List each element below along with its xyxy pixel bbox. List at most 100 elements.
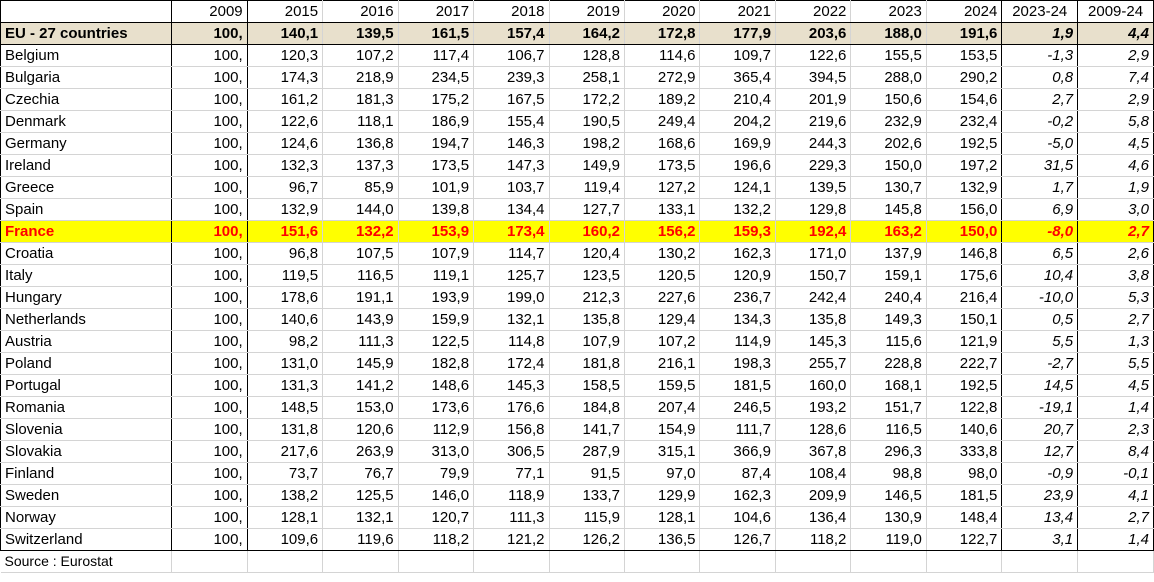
- value-cell[interactable]: 263,9: [322, 440, 399, 463]
- value-cell[interactable]: 150,6: [850, 88, 927, 111]
- change-cell-2009-24[interactable]: 2,9: [1077, 44, 1154, 67]
- country-cell[interactable]: France: [0, 220, 173, 243]
- empty-cell[interactable]: [549, 550, 626, 573]
- value-cell[interactable]: 135,8: [775, 308, 852, 331]
- change-cell-2023-24[interactable]: 31,5: [1001, 154, 1079, 177]
- value-cell[interactable]: 239,3: [473, 66, 550, 89]
- value-cell[interactable]: 140,6: [926, 418, 1003, 441]
- change-cell-2009-24[interactable]: 1,9: [1077, 176, 1154, 199]
- change-cell-2023-24[interactable]: 6,5: [1001, 242, 1079, 265]
- value-cell[interactable]: 118,9: [473, 484, 550, 507]
- value-cell[interactable]: 154,6: [926, 88, 1003, 111]
- change-cell-2023-24[interactable]: 13,4: [1001, 506, 1079, 529]
- value-cell[interactable]: 106,7: [473, 44, 550, 67]
- country-cell[interactable]: Portugal: [0, 374, 173, 397]
- value-cell[interactable]: 79,9: [398, 462, 475, 485]
- value-cell[interactable]: 160,0: [775, 374, 852, 397]
- empty-cell[interactable]: [926, 550, 1003, 573]
- value-cell[interactable]: 98,2: [247, 330, 324, 353]
- empty-cell[interactable]: [775, 550, 852, 573]
- change-cell-2009-24[interactable]: 4,6: [1077, 154, 1154, 177]
- change-cell-2023-24[interactable]: 0,5: [1001, 308, 1079, 331]
- value-cell[interactable]: 116,5: [322, 264, 399, 287]
- value-cell[interactable]: 162,3: [699, 484, 776, 507]
- value-cell[interactable]: 132,2: [322, 220, 399, 243]
- source-note[interactable]: Source : Eurostat: [0, 550, 173, 573]
- value-cell[interactable]: 130,7: [850, 176, 927, 199]
- value-cell[interactable]: 127,2: [624, 176, 701, 199]
- country-cell[interactable]: Germany: [0, 132, 173, 155]
- value-cell[interactable]: 140,1: [247, 22, 324, 45]
- value-cell[interactable]: 135,8: [549, 308, 626, 331]
- header-cell-year[interactable]: 2024: [926, 0, 1003, 23]
- value-cell[interactable]: 171,0: [775, 242, 852, 265]
- header-cell-year[interactable]: 2019: [549, 0, 626, 23]
- value-cell[interactable]: 191,6: [926, 22, 1003, 45]
- value-cell[interactable]: 111,3: [473, 506, 550, 529]
- value-cell[interactable]: 100,: [171, 462, 248, 485]
- country-cell[interactable]: Finland: [0, 462, 173, 485]
- change-cell-2009-24[interactable]: 2,6: [1077, 242, 1154, 265]
- value-cell[interactable]: 160,2: [549, 220, 626, 243]
- value-cell[interactable]: 85,9: [322, 176, 399, 199]
- change-cell-2009-24[interactable]: 5,8: [1077, 110, 1154, 133]
- change-cell-2009-24[interactable]: 4,4: [1077, 22, 1154, 45]
- value-cell[interactable]: 97,0: [624, 462, 701, 485]
- value-cell[interactable]: 100,: [171, 440, 248, 463]
- change-cell-2009-24[interactable]: 1,4: [1077, 528, 1154, 551]
- value-cell[interactable]: 173,4: [473, 220, 550, 243]
- value-cell[interactable]: 232,4: [926, 110, 1003, 133]
- value-cell[interactable]: 136,5: [624, 528, 701, 551]
- empty-cell[interactable]: [850, 550, 927, 573]
- value-cell[interactable]: 100,: [171, 396, 248, 419]
- value-cell[interactable]: 100,: [171, 88, 248, 111]
- value-cell[interactable]: 100,: [171, 308, 248, 331]
- value-cell[interactable]: 366,9: [699, 440, 776, 463]
- empty-cell[interactable]: [473, 550, 550, 573]
- value-cell[interactable]: 141,7: [549, 418, 626, 441]
- value-cell[interactable]: 120,5: [624, 264, 701, 287]
- change-cell-2009-24[interactable]: 8,4: [1077, 440, 1154, 463]
- value-cell[interactable]: 227,6: [624, 286, 701, 309]
- country-cell[interactable]: Spain: [0, 198, 173, 221]
- value-cell[interactable]: 184,8: [549, 396, 626, 419]
- value-cell[interactable]: 100,: [171, 286, 248, 309]
- value-cell[interactable]: 367,8: [775, 440, 852, 463]
- value-cell[interactable]: 148,4: [926, 506, 1003, 529]
- value-cell[interactable]: 234,5: [398, 66, 475, 89]
- value-cell[interactable]: 136,4: [775, 506, 852, 529]
- value-cell[interactable]: 129,8: [775, 198, 852, 221]
- change-cell-2009-24[interactable]: 2,9: [1077, 88, 1154, 111]
- value-cell[interactable]: 181,3: [322, 88, 399, 111]
- country-cell[interactable]: Czechia: [0, 88, 173, 111]
- value-cell[interactable]: 100,: [171, 484, 248, 507]
- value-cell[interactable]: 192,5: [926, 132, 1003, 155]
- country-cell[interactable]: Norway: [0, 506, 173, 529]
- value-cell[interactable]: 173,5: [398, 154, 475, 177]
- value-cell[interactable]: 192,4: [775, 220, 852, 243]
- value-cell[interactable]: 121,9: [926, 330, 1003, 353]
- value-cell[interactable]: 132,3: [247, 154, 324, 177]
- value-cell[interactable]: 146,3: [473, 132, 550, 155]
- empty-cell[interactable]: [1077, 550, 1154, 573]
- value-cell[interactable]: 114,7: [473, 242, 550, 265]
- value-cell[interactable]: 117,4: [398, 44, 475, 67]
- value-cell[interactable]: 153,5: [926, 44, 1003, 67]
- value-cell[interactable]: 132,9: [926, 176, 1003, 199]
- value-cell[interactable]: 144,0: [322, 198, 399, 221]
- header-cell-year[interactable]: 2016: [322, 0, 399, 23]
- header-cell-year[interactable]: 2023: [850, 0, 927, 23]
- value-cell[interactable]: 255,7: [775, 352, 852, 375]
- header-cell-year[interactable]: 2009: [171, 0, 248, 23]
- value-cell[interactable]: 118,2: [398, 528, 475, 551]
- header-cell-year[interactable]: 2021: [699, 0, 776, 23]
- value-cell[interactable]: 123,5: [549, 264, 626, 287]
- header-cell-year[interactable]: 2022: [775, 0, 852, 23]
- change-cell-2009-24[interactable]: 4,1: [1077, 484, 1154, 507]
- empty-cell[interactable]: [171, 550, 248, 573]
- country-cell[interactable]: Switzerland: [0, 528, 173, 551]
- country-cell[interactable]: Croatia: [0, 242, 173, 265]
- value-cell[interactable]: 146,0: [398, 484, 475, 507]
- value-cell[interactable]: 167,5: [473, 88, 550, 111]
- value-cell[interactable]: 122,5: [398, 330, 475, 353]
